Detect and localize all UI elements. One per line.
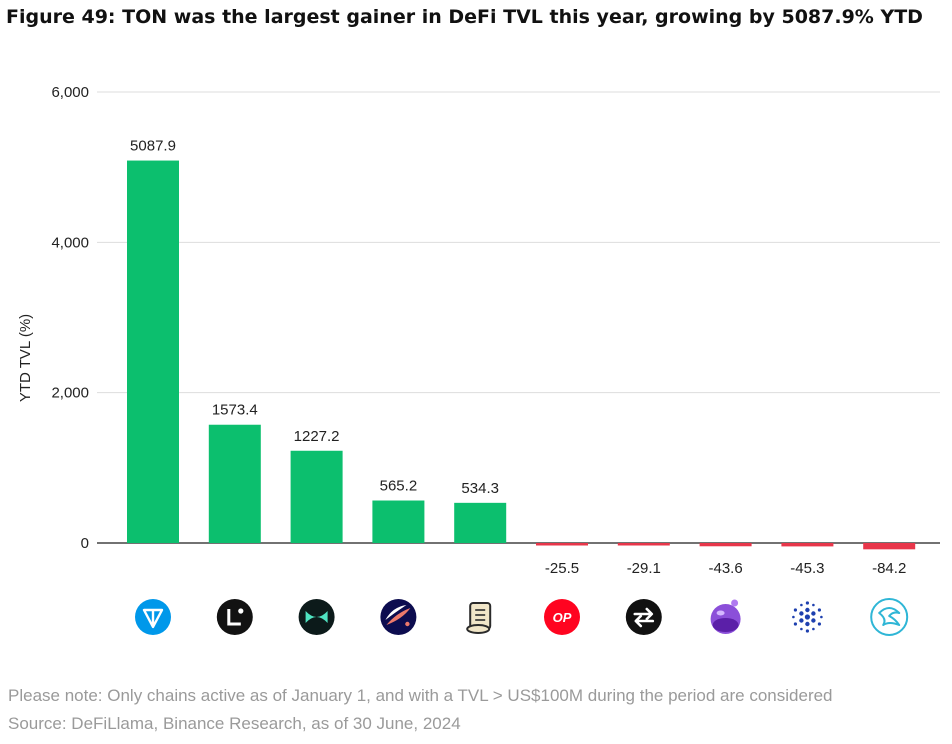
- purple-orb-icon: [710, 599, 741, 634]
- linea-icon: [216, 599, 253, 635]
- bar-cardano: [781, 543, 834, 547]
- ton-icon: [135, 599, 171, 635]
- value-label: -43.6: [708, 560, 742, 577]
- value-label: 1227.2: [294, 428, 340, 445]
- value-label: 5087.9: [130, 138, 176, 155]
- bar-swap-arrows: [617, 543, 670, 546]
- y-axis-title: YTD TVL (%): [17, 314, 34, 402]
- bird-icon: [870, 598, 909, 636]
- svg-text:OP: OP: [553, 610, 572, 625]
- note-text: Please note: Only chains active as of Ja…: [8, 686, 833, 705]
- scroll-icon: [466, 602, 492, 634]
- value-labels: 5087.9 1573.4 1227.2 565.2 534.3 -25.5 -29.1 -4…: [130, 138, 906, 577]
- y-tick-label: 0: [81, 535, 89, 552]
- y-tick-label: 2,000: [51, 385, 89, 402]
- bar-linea: [208, 424, 261, 543]
- value-label: -84.2: [872, 560, 906, 577]
- y-axis-ticks: 0 2,000 4,000 6,000: [51, 84, 89, 552]
- bar-ton: [127, 160, 179, 543]
- bar-mode: [290, 450, 343, 543]
- value-label: -45.3: [790, 560, 824, 577]
- category-icons: OP: [135, 598, 909, 636]
- source-text: Source: DeFiLlama, Binance Research, as …: [8, 714, 461, 733]
- value-label: 565.2: [380, 478, 418, 495]
- bar-bird: [863, 543, 916, 550]
- y-tick-label: 6,000: [51, 84, 89, 101]
- bars: [127, 160, 916, 550]
- figure-title: Figure 49: TON was the largest gainer in…: [6, 6, 923, 28]
- value-label: -25.5: [545, 560, 579, 577]
- value-label: 534.3: [461, 480, 499, 497]
- mode-icon: [298, 599, 335, 635]
- bar-starknet: [372, 500, 425, 543]
- optimism-icon: OP: [544, 599, 580, 635]
- cardano-icon: [792, 601, 823, 633]
- value-label: -29.1: [627, 560, 661, 577]
- y-tick-label: 4,000: [51, 234, 89, 251]
- value-label: 1573.4: [212, 402, 258, 419]
- starknet-icon: [380, 599, 417, 635]
- swap-arrows-icon: [625, 599, 662, 635]
- bar-scroll: [454, 502, 507, 543]
- bar-chart: 0 2,000 4,000 6,000 5087.9 1573.4 1227.2 565.2…: [17, 84, 940, 636]
- bar-optimism: [536, 543, 588, 546]
- bar-purple-orb: [699, 543, 752, 547]
